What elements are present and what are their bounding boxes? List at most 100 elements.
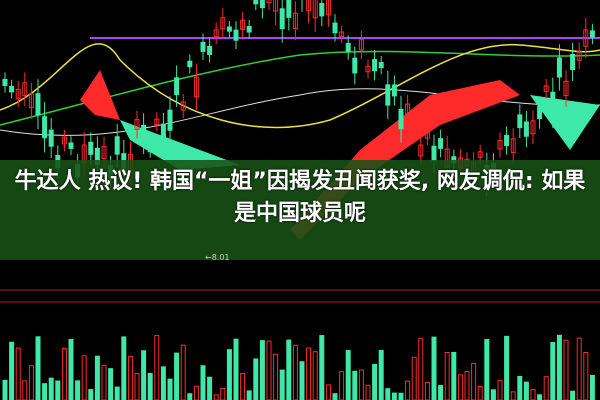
volume-bar: [405, 380, 411, 400]
candle-body: [504, 134, 510, 147]
volume-bar: [154, 335, 160, 400]
candle-body: [345, 42, 351, 53]
volume-bar: [372, 363, 378, 400]
candle-body: [213, 29, 219, 38]
volume-bar: [332, 393, 338, 400]
volume-bar: [9, 341, 15, 400]
candle-body: [358, 39, 364, 51]
volume-bar: [570, 390, 576, 400]
volume-bar: [299, 361, 305, 400]
candle-body: [589, 30, 595, 38]
candle-body: [431, 145, 437, 162]
price-marker-label: ←8.01: [205, 253, 230, 262]
volume-bar: [220, 387, 226, 400]
volume-bar: [246, 390, 252, 400]
candle-body: [391, 84, 397, 97]
candle-body: [2, 78, 8, 86]
volume-bar: [471, 362, 477, 400]
volume-bar: [94, 355, 100, 400]
volume-bar: [42, 383, 48, 400]
headline-title[interactable]: 牛达人 热议! 韩国“一姐”因揭发丑闻获奖, 网友调侃: 如果是中国球员呢: [14, 169, 586, 226]
volume-bar: [226, 349, 232, 400]
candle-body: [180, 101, 186, 111]
ma-line-yellow: [0, 43, 600, 129]
volume-bar: [160, 366, 166, 400]
candle-body: [101, 146, 107, 160]
volume-bar: [174, 352, 180, 400]
volume-bar: [134, 373, 140, 400]
candle-body: [61, 136, 67, 145]
volume-bar: [240, 372, 246, 400]
volume-bar: [312, 351, 318, 400]
candle-body: [319, 2, 325, 17]
candle-body: [372, 59, 378, 72]
volume-bar: [438, 384, 444, 400]
candle-body: [42, 116, 48, 139]
volume-bar: [15, 347, 21, 400]
volume-bar: [444, 352, 450, 400]
candle-body: [22, 82, 28, 97]
volume-bar: [259, 340, 265, 400]
candle-body: [438, 138, 444, 149]
candle-body: [273, 0, 279, 12]
volume-bar: [55, 380, 61, 400]
candle-body: [141, 124, 147, 143]
candle-body: [233, 29, 239, 41]
candle-body: [147, 147, 153, 153]
volume-bar: [180, 344, 186, 400]
volume-bar: [213, 394, 219, 400]
volume-bar: [200, 365, 206, 400]
candle-body: [385, 84, 391, 106]
volume-bar: [365, 384, 371, 400]
volume-bar: [35, 336, 41, 400]
volume-bar: [497, 379, 503, 400]
candle-body: [312, 0, 318, 19]
candle-body: [174, 77, 180, 96]
volume-bar: [108, 368, 114, 400]
candle-body: [352, 57, 358, 74]
volume-bar: [589, 374, 595, 400]
candle-body: [160, 123, 166, 140]
volume-bar: [523, 381, 529, 400]
volume-bar: [253, 358, 259, 400]
volume-bar: [187, 393, 193, 400]
candle-body: [477, 151, 483, 158]
volume-bar: [358, 369, 364, 400]
volume-bar: [490, 389, 496, 400]
candle-body: [279, 8, 285, 30]
candle-body: [523, 121, 529, 137]
candle-body: [35, 93, 41, 116]
volume-bar: [530, 388, 536, 400]
candle-body: [187, 60, 193, 68]
volume-bar: [339, 371, 345, 400]
volume-bar: [352, 370, 358, 400]
volume-bar: [411, 356, 417, 400]
candle-body: [405, 103, 411, 115]
candle-body: [220, 17, 226, 30]
candle-body: [339, 31, 345, 38]
candle-body: [259, 0, 265, 9]
candle-body: [424, 132, 430, 139]
candle-body: [306, 0, 312, 12]
headline-band: [0, 160, 600, 260]
volume-bar: [451, 351, 457, 400]
candle-body: [418, 144, 424, 157]
volume-bar: [550, 342, 556, 400]
candle-body: [286, 0, 292, 18]
candle-body: [583, 29, 589, 47]
volume-bar: [556, 334, 562, 400]
candle-body: [200, 41, 206, 52]
volume-bar: [345, 350, 351, 400]
candle-body: [207, 45, 213, 55]
volume-bar: [319, 335, 325, 400]
candle-body: [576, 50, 582, 61]
candle-body: [246, 26, 252, 33]
candle-body: [292, 12, 298, 30]
volume-bar: [431, 336, 437, 400]
candle-body: [398, 108, 404, 130]
candle-body: [167, 109, 173, 131]
candle-body: [193, 76, 199, 97]
volume-bar: [325, 384, 331, 400]
candle-body: [240, 20, 246, 30]
